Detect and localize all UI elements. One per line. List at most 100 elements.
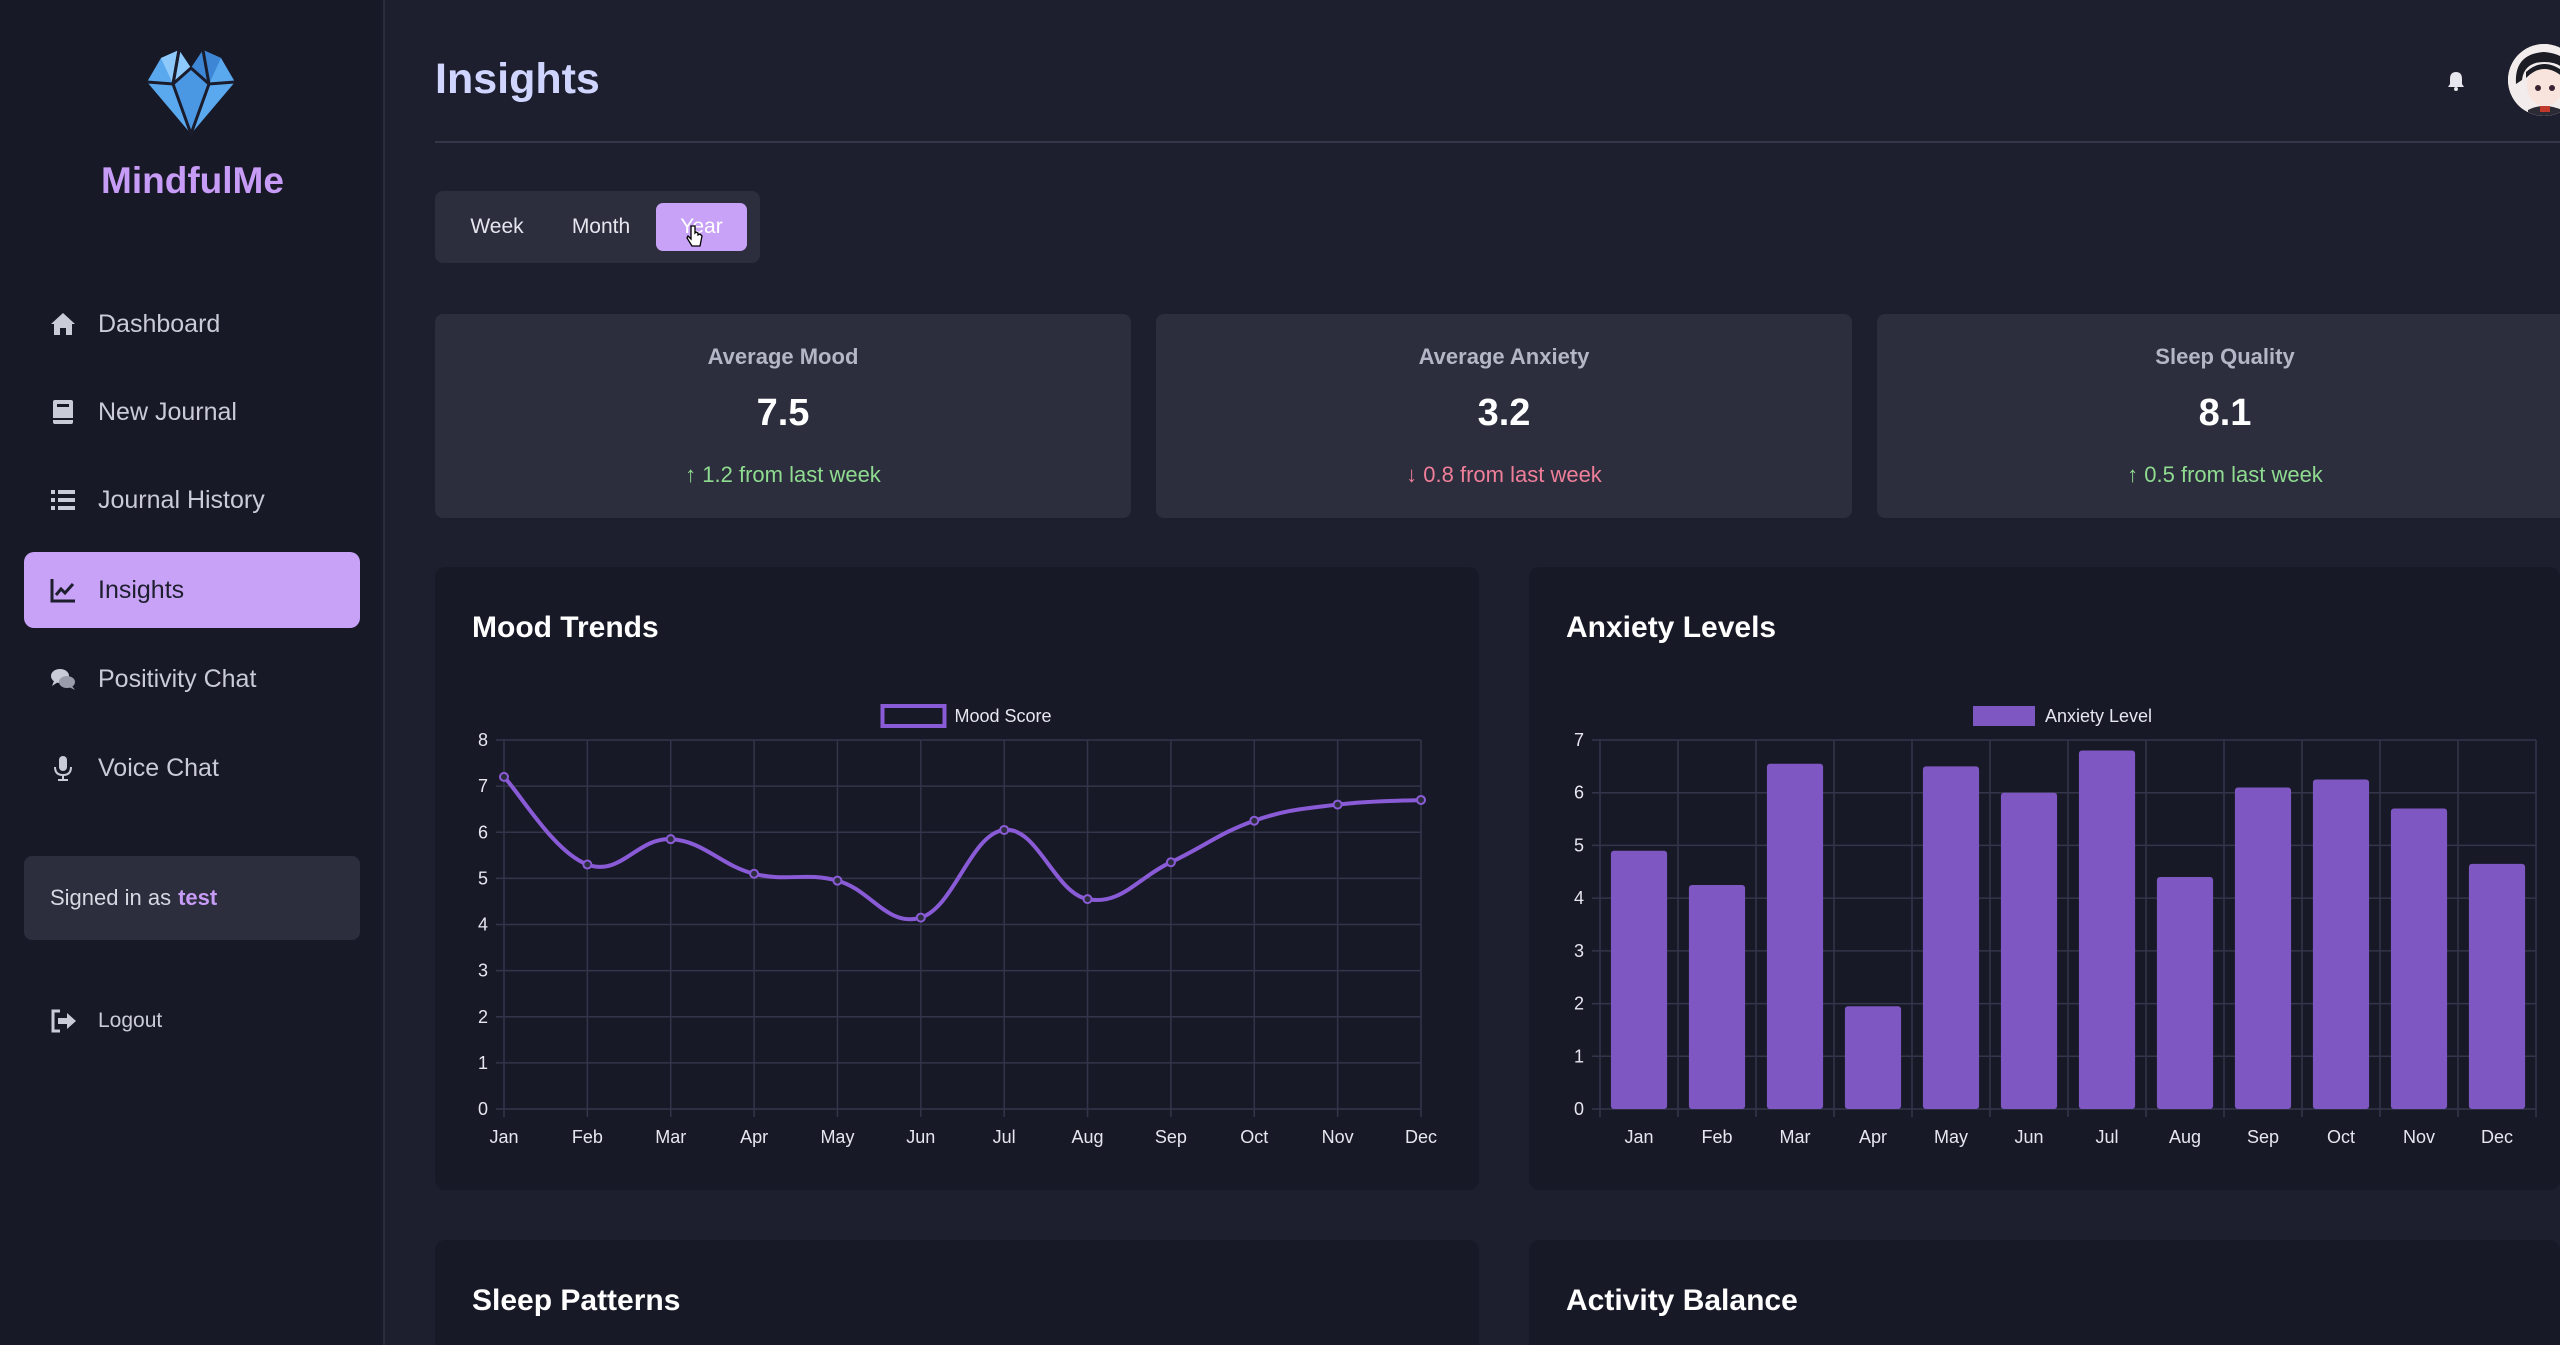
x-tick-label: Sep: [2247, 1127, 2279, 1147]
anxiety-levels-chart: 0 1 2 3 4 5 6 7 Jan Feb Mar Apr May Jun Jul Aug Sep Oct No…: [1574, 706, 2537, 1147]
logout-icon: [51, 1009, 76, 1033]
data-point: [915, 912, 926, 923]
data-point: [1416, 794, 1426, 805]
anxiety-levels-card: Anxiety Levels 0 1 2 3 4 5 6 7 Jan Feb Mar Apr May Ju…: [1529, 567, 2560, 1190]
y-tick-label: 7: [1574, 730, 1584, 750]
sidebar-item-positivity-chat[interactable]: Positivity Chat: [24, 641, 360, 717]
x-tick-label: May: [1934, 1127, 1968, 1147]
sleep-patterns-card: Sleep Patterns: [435, 1240, 1479, 1345]
y-tick-label: 3: [1574, 941, 1584, 961]
x-tick-label: May: [820, 1127, 854, 1147]
stat-title: Average Anxiety: [1418, 344, 1590, 369]
x-tick-label: Dec: [1405, 1127, 1437, 1147]
data-point: [582, 859, 593, 870]
y-tick-label: 3: [478, 961, 488, 981]
bar: [2234, 787, 2292, 1109]
sidebar-item-label: New Journal: [98, 397, 237, 426]
stat-title: Average Mood: [707, 344, 859, 369]
sidebar-item-voice-chat[interactable]: Voice Chat: [24, 730, 360, 806]
chart-line-icon: [48, 575, 78, 605]
x-tick-label: Nov: [1322, 1127, 1354, 1147]
x-tick-label: Sep: [1155, 1127, 1187, 1147]
x-tick-label: Dec: [2481, 1127, 2513, 1147]
avatar[interactable]: [2508, 44, 2560, 116]
y-tick-label: 4: [478, 915, 488, 935]
bell-icon[interactable]: [2446, 70, 2466, 92]
home-icon: [48, 309, 78, 339]
sidebar-item-label: Journal History: [98, 485, 265, 514]
card-title: Sleep Patterns: [472, 1284, 681, 1317]
bar: [2390, 808, 2448, 1109]
stat-card-average-mood: Average Mood 7.5 ↑ 1.2 from last week: [435, 314, 1131, 518]
card-title: Anxiety Levels: [1566, 611, 1777, 644]
list-icon: [48, 485, 78, 515]
x-tick-label: Jun: [2014, 1127, 2043, 1147]
series-line: [502, 775, 1422, 922]
stat-value: 7.5: [756, 392, 810, 434]
legend-label: Mood Score: [955, 706, 1052, 726]
logout-label: Logout: [98, 1009, 163, 1032]
x-tick-label: Apr: [1859, 1127, 1887, 1147]
y-tick-label: 6: [1574, 783, 1584, 803]
logout-button[interactable]: Logout: [48, 1006, 162, 1036]
sidebar-item-dashboard[interactable]: Dashboard: [24, 286, 360, 362]
stat-value: 8.1: [2198, 392, 2252, 434]
x-tick-label: Jan: [1624, 1127, 1653, 1147]
sidebar-item-label: Voice Chat: [98, 753, 219, 782]
bar: [2468, 863, 2526, 1109]
data-point: [1332, 799, 1343, 810]
card-title: Activity Balance: [1566, 1284, 1798, 1317]
x-tick-label: Jul: [2095, 1127, 2118, 1147]
stat-change: ↓ 0.8 from last week: [1406, 462, 1602, 487]
y-tick-label: 4: [1574, 888, 1584, 908]
legend-swatch: [880, 704, 947, 728]
x-tick-label: Mar: [1780, 1127, 1811, 1147]
header-divider: [435, 141, 2560, 143]
stat-card-sleep-quality: Sleep Quality 8.1 ↑ 0.5 from last week: [1877, 314, 2560, 518]
x-tick-label: Aug: [2169, 1127, 2201, 1147]
sidebar-item-journal-history[interactable]: Journal History: [24, 462, 360, 538]
data-point: [999, 824, 1010, 835]
card-title: Mood Trends: [472, 611, 659, 644]
data-point: [1249, 815, 1260, 826]
y-tick-label: 8: [478, 730, 488, 750]
range-week-button[interactable]: Week: [470, 215, 524, 238]
range-year-button[interactable]: Year: [656, 203, 747, 251]
comments-icon: [48, 664, 78, 694]
sidebar-item-insights[interactable]: Insights: [24, 552, 360, 628]
y-tick-label: 0: [478, 1099, 488, 1119]
sidebar-item-label: Insights: [98, 575, 185, 604]
page-title: Insights: [435, 55, 600, 103]
y-tick-label: 1: [1574, 1046, 1584, 1066]
mood-trends-chart: 0 1 2 3 4 5 6 7 8 Jan Feb Mar Apr May Jun Jul Aug Sep Oct N…: [478, 704, 1437, 1147]
sidebar-item-label: Dashboard: [98, 309, 221, 338]
sidebar-item-new-journal[interactable]: New Journal: [24, 374, 360, 450]
x-tick-label: Feb: [1701, 1127, 1732, 1147]
stat-change: ↑ 0.5 from last week: [2127, 462, 2323, 487]
username: test: [178, 885, 218, 910]
book-icon: [48, 397, 78, 427]
y-tick-label: 2: [1574, 994, 1584, 1014]
x-tick-label: Mar: [655, 1127, 686, 1147]
sidebar-item-label: Positivity Chat: [98, 664, 257, 693]
legend-label: Anxiety Level: [2045, 706, 2152, 726]
range-month-button[interactable]: Month: [571, 215, 631, 238]
bar: [2156, 877, 2214, 1109]
x-tick-label: Jan: [489, 1127, 518, 1147]
stat-value: 3.2: [1477, 392, 1531, 434]
brand-name: MindfulMe: [101, 160, 284, 201]
y-tick-label: 6: [478, 822, 488, 842]
microphone-icon: [48, 753, 78, 783]
x-tick-label: Jun: [906, 1127, 935, 1147]
bar: [1610, 850, 1668, 1109]
y-tick-label: 5: [1574, 835, 1584, 855]
activity-balance-card: Activity Balance: [1529, 1240, 2560, 1345]
y-tick-label: 7: [478, 776, 488, 796]
x-tick-label: Feb: [572, 1127, 603, 1147]
data-point: [832, 875, 843, 886]
data-point: [1165, 857, 1176, 868]
cursor-icon: [686, 225, 703, 247]
x-tick-label: Apr: [740, 1127, 768, 1147]
bar: [2312, 779, 2370, 1109]
data-point: [1082, 894, 1093, 905]
